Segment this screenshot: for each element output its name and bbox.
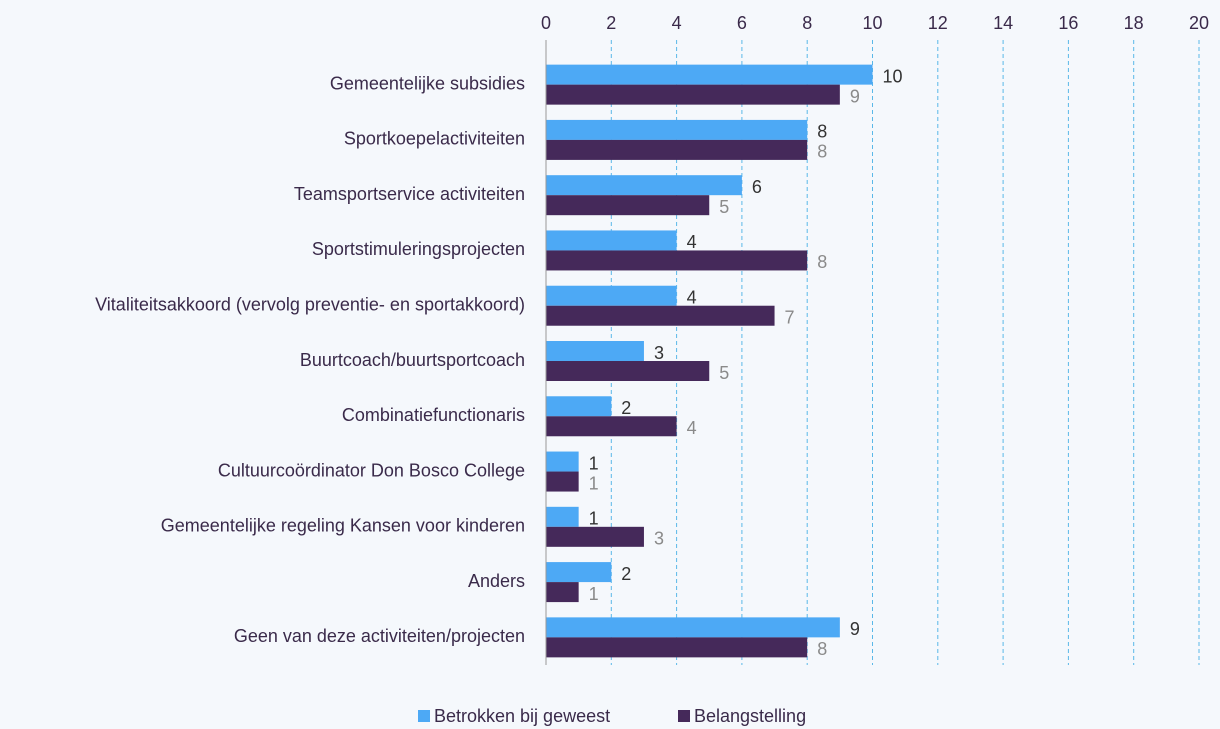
value-label: 2: [621, 564, 631, 584]
value-label: 1: [589, 473, 599, 493]
x-tick-label: 14: [993, 13, 1013, 33]
value-label: 4: [687, 287, 697, 307]
category-label: Anders: [468, 571, 525, 591]
x-tick-label: 10: [862, 13, 882, 33]
bar: [546, 526, 644, 547]
value-label: 8: [817, 142, 827, 162]
x-tick-label: 8: [802, 13, 812, 33]
legend-label: Betrokken bij geweest: [434, 706, 610, 726]
value-label: 8: [817, 252, 827, 272]
bar: [546, 341, 644, 361]
bar: [546, 396, 612, 417]
value-label: 7: [785, 307, 795, 327]
value-label: 4: [687, 418, 697, 438]
bar: [546, 119, 808, 140]
value-label: 3: [654, 529, 664, 549]
x-tick-label: 2: [606, 13, 616, 33]
category-label: Buurtcoach/buurtsportcoach: [300, 350, 525, 370]
bar: [546, 230, 677, 251]
bar: [546, 195, 710, 216]
bar: [546, 175, 742, 196]
bar: [546, 617, 840, 638]
x-tick-label: 18: [1124, 13, 1144, 33]
category-label: Combinatiefunctionaris: [342, 405, 525, 425]
value-label: 9: [850, 86, 860, 106]
value-label: 8: [817, 122, 827, 142]
value-label: 10: [883, 66, 903, 86]
value-label: 8: [817, 639, 827, 659]
value-label: 2: [621, 398, 631, 418]
bar: [546, 637, 808, 658]
value-label: 4: [687, 232, 697, 252]
value-label: 5: [719, 197, 729, 217]
legend-label: Belangstelling: [694, 706, 806, 726]
category-label: Sportstimuleringsprojecten: [312, 239, 525, 259]
value-label: 3: [654, 343, 664, 363]
bar: [546, 64, 873, 85]
value-label: 1: [589, 584, 599, 604]
category-label: Gemeentelijke subsidies: [330, 73, 525, 93]
bar: [546, 562, 612, 583]
legend-swatch: [678, 710, 690, 722]
bar: [546, 582, 579, 603]
x-tick-label: 0: [541, 13, 551, 33]
category-label: Vitaliteitsakkoord (vervolg preventie- e…: [95, 294, 525, 314]
category-label: Sportkoepelactiviteiten: [344, 129, 525, 149]
bar: [546, 84, 840, 105]
value-label: 6: [752, 177, 762, 197]
category-label: Teamsportservice activiteiten: [294, 184, 525, 204]
bar: [546, 451, 579, 472]
bar: [546, 416, 677, 437]
bar: [546, 361, 710, 381]
bar: [546, 305, 775, 326]
bar: [546, 506, 579, 527]
legend-swatch: [418, 710, 430, 722]
category-label: Cultuurcoördinator Don Bosco College: [218, 460, 525, 480]
x-tick-label: 20: [1189, 13, 1209, 33]
value-label: 1: [589, 453, 599, 473]
bar: [546, 285, 677, 306]
category-label: Gemeentelijke regeling Kansen voor kinde…: [161, 516, 525, 536]
value-label: 1: [589, 509, 599, 529]
x-tick-label: 6: [737, 13, 747, 33]
value-label: 5: [719, 363, 729, 383]
x-tick-label: 4: [672, 13, 682, 33]
bar: [546, 471, 579, 492]
category-label: Geen van deze activiteiten/projecten: [234, 626, 525, 646]
x-tick-label: 16: [1058, 13, 1078, 33]
bar: [546, 250, 808, 271]
bar: [546, 139, 808, 160]
x-tick-label: 12: [928, 13, 948, 33]
value-label: 9: [850, 619, 860, 639]
